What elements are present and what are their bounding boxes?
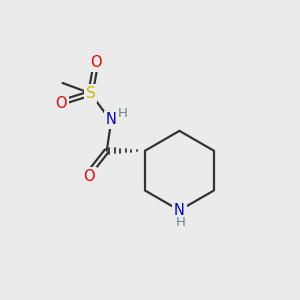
Text: N: N — [106, 112, 117, 127]
Text: N: N — [174, 203, 185, 218]
Text: S: S — [86, 86, 95, 101]
Text: O: O — [83, 169, 95, 184]
Text: O: O — [55, 96, 67, 111]
Text: H: H — [176, 216, 186, 229]
Text: O: O — [91, 55, 102, 70]
Text: H: H — [117, 107, 127, 120]
